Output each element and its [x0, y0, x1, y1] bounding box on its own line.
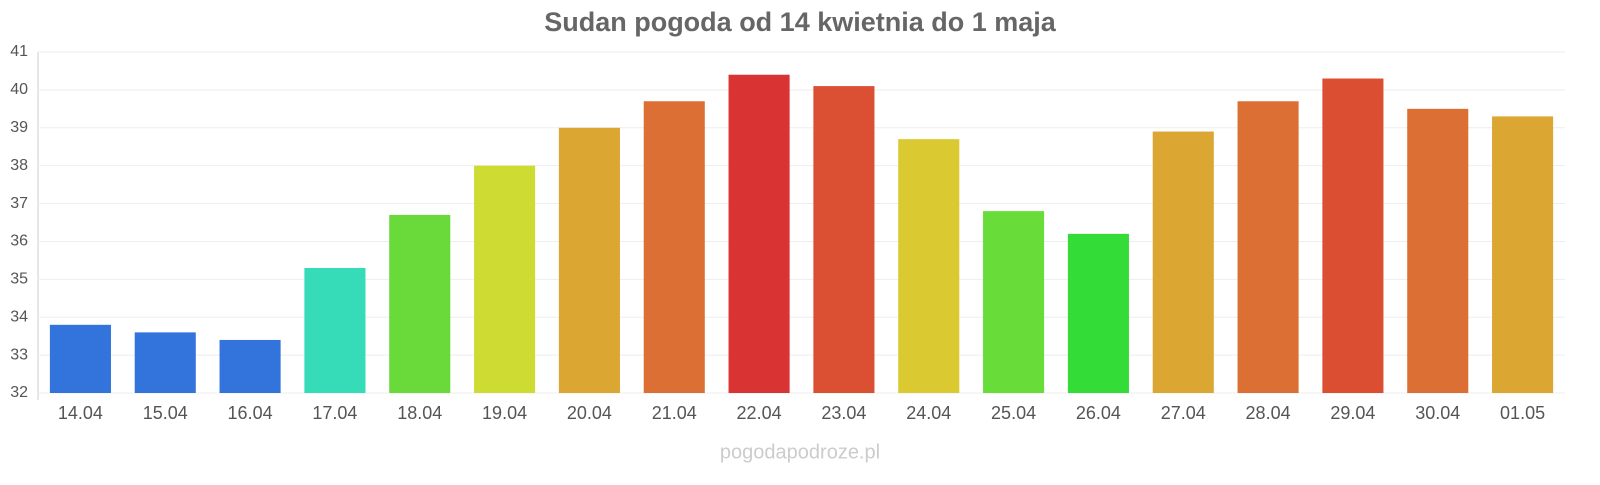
x-tick-label: 21.04 — [652, 403, 697, 423]
y-tick-label: 40 — [10, 81, 28, 98]
y-tick-label: 37 — [10, 195, 28, 212]
bar — [558, 127, 620, 394]
x-tick-label: 22.04 — [737, 403, 782, 423]
y-tick-label: 34 — [10, 308, 28, 325]
source: pogodapodroze.pl — [720, 441, 880, 463]
x-tick-label: 29.04 — [1330, 403, 1375, 423]
x-tick-label: 18.04 — [397, 403, 442, 423]
x-tick-label: 20.04 — [567, 403, 612, 423]
y-tick-label: 35 — [10, 271, 28, 288]
x-tick-label: 16.04 — [228, 403, 273, 423]
bar — [1322, 78, 1384, 394]
bar — [49, 324, 111, 393]
x-tick-label: 15.04 — [143, 403, 188, 423]
bar — [1237, 101, 1299, 393]
y-tick-label: 39 — [10, 119, 28, 136]
y-tick-label: 33 — [10, 346, 28, 363]
bar — [219, 339, 281, 393]
x-tick-label: 27.04 — [1161, 403, 1206, 423]
bar — [1067, 233, 1129, 393]
y-tick-label: 36 — [10, 233, 28, 250]
bar — [1492, 116, 1554, 394]
bar — [898, 139, 960, 393]
bar — [643, 101, 705, 393]
bar — [389, 214, 451, 393]
y-tick-label: 38 — [10, 157, 28, 174]
x-tick-label: 28.04 — [1246, 403, 1291, 423]
y-tick-label: 32 — [10, 384, 28, 401]
y-tick-label: 41 — [10, 43, 28, 60]
bar — [983, 211, 1045, 393]
x-tick-label: 19.04 — [482, 403, 527, 423]
x-tick-label: 17.04 — [312, 403, 357, 423]
bar — [728, 74, 790, 393]
bar — [813, 86, 875, 393]
bar — [134, 332, 196, 393]
x-tick-label: 14.04 — [58, 403, 103, 423]
x-tick-label: 25.04 — [991, 403, 1036, 423]
x-tick-label: 26.04 — [1076, 403, 1121, 423]
bar — [1152, 131, 1214, 394]
chart-title: Sudan pogoda od 14 kwietnia do 1 maja — [544, 7, 1057, 37]
x-tick-label: 24.04 — [906, 403, 951, 423]
x-tick-label: 01.05 — [1500, 403, 1545, 423]
bar — [1407, 108, 1469, 393]
x-tick-label: 30.04 — [1415, 403, 1460, 423]
x-tick-label: 23.04 — [821, 403, 866, 423]
bar — [304, 267, 366, 393]
bar — [474, 165, 536, 393]
